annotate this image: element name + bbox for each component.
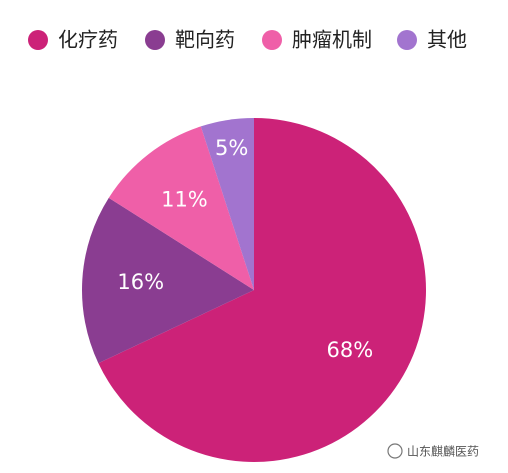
legend-label: 其他 xyxy=(427,28,467,52)
data-label: 11% xyxy=(161,187,208,211)
pie-slice xyxy=(108,126,254,291)
legend-label: 靶向药 xyxy=(175,28,235,52)
legend-swatch xyxy=(397,30,417,50)
legend-swatch xyxy=(262,30,282,50)
watermark: 山东麒麟医药 xyxy=(387,443,479,459)
legend-item: 肿瘤机制 xyxy=(262,28,372,52)
data-label: 5% xyxy=(215,136,248,160)
data-label: 16% xyxy=(117,270,164,294)
legend-label: 肿瘤机制 xyxy=(292,28,372,52)
legend-item: 靶向药 xyxy=(145,28,235,52)
watermark-icon xyxy=(387,443,403,459)
legend-item: 化疗药 xyxy=(28,28,118,52)
pie-slice xyxy=(200,118,254,290)
legend-swatch xyxy=(145,30,165,50)
pie-slice xyxy=(98,118,426,462)
watermark-text: 山东麒麟医药 xyxy=(407,444,479,459)
data-label: 68% xyxy=(327,338,374,362)
pie-slice xyxy=(82,197,254,364)
legend-swatch xyxy=(28,30,48,50)
legend-item: 其他 xyxy=(397,28,467,52)
legend-label: 化疗药 xyxy=(58,28,118,52)
